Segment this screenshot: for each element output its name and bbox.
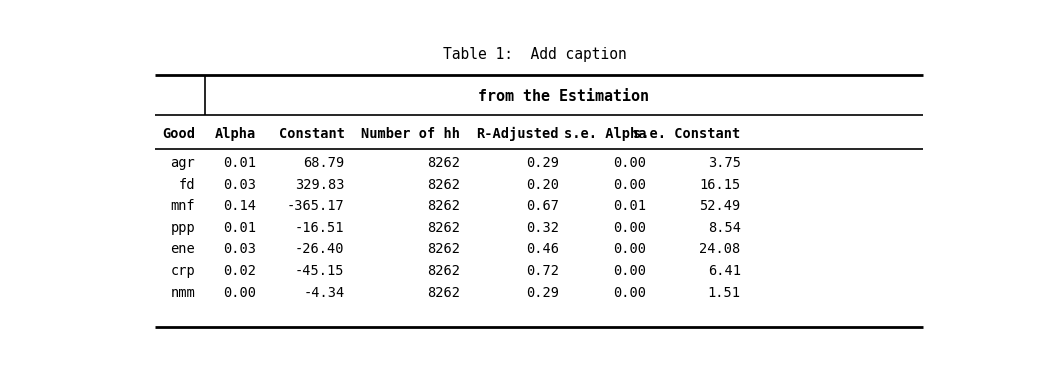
Text: -26.40: -26.40 [295,242,344,256]
Text: -16.51: -16.51 [295,221,344,235]
Text: 8262: 8262 [428,285,460,300]
Text: 24.08: 24.08 [700,242,741,256]
Text: 0.14: 0.14 [222,199,256,213]
Text: s.e. Alpha: s.e. Alpha [563,127,646,141]
Text: 8262: 8262 [428,178,460,191]
Text: 329.83: 329.83 [295,178,344,191]
Text: Constant: Constant [278,127,344,141]
Text: -4.34: -4.34 [304,285,344,300]
Text: ene: ene [170,242,195,256]
Text: 0.00: 0.00 [613,156,646,170]
Text: 8262: 8262 [428,264,460,278]
Text: 0.00: 0.00 [613,178,646,191]
Text: fd: fd [178,178,195,191]
Text: 8.54: 8.54 [707,221,741,235]
Text: 0.00: 0.00 [613,242,646,256]
Text: 0.00: 0.00 [222,285,256,300]
Text: 0.32: 0.32 [526,221,559,235]
Text: 16.15: 16.15 [700,178,741,191]
Text: 1.51: 1.51 [707,285,741,300]
Text: 68.79: 68.79 [304,156,344,170]
Text: 0.67: 0.67 [526,199,559,213]
Text: 6.41: 6.41 [707,264,741,278]
Text: 0.29: 0.29 [526,156,559,170]
Text: agr: agr [170,156,195,170]
Text: -45.15: -45.15 [295,264,344,278]
Text: nmm: nmm [170,285,195,300]
Text: 8262: 8262 [428,221,460,235]
Text: Good: Good [162,127,195,141]
Text: 0.00: 0.00 [613,285,646,300]
Text: -365.17: -365.17 [287,199,344,213]
Text: 0.00: 0.00 [613,264,646,278]
Text: Alpha: Alpha [215,127,256,141]
Text: 0.72: 0.72 [526,264,559,278]
Text: 52.49: 52.49 [700,199,741,213]
Text: R-Adjusted: R-Adjusted [477,127,559,141]
Text: s.e. Constant: s.e. Constant [633,127,741,141]
Text: 0.29: 0.29 [526,285,559,300]
Text: ppp: ppp [170,221,195,235]
Text: 0.46: 0.46 [526,242,559,256]
Text: Number of hh: Number of hh [361,127,460,141]
Text: 0.20: 0.20 [526,178,559,191]
Text: crp: crp [170,264,195,278]
Text: 0.01: 0.01 [222,221,256,235]
Text: from the Estimation: from the Estimation [478,89,649,104]
Text: 0.03: 0.03 [222,178,256,191]
Text: 0.01: 0.01 [613,199,646,213]
Text: 0.03: 0.03 [222,242,256,256]
Text: 8262: 8262 [428,242,460,256]
Text: 8262: 8262 [428,156,460,170]
Text: 8262: 8262 [428,199,460,213]
Text: 0.00: 0.00 [613,221,646,235]
Text: 3.75: 3.75 [707,156,741,170]
Text: Table 1:  Add caption: Table 1: Add caption [442,47,627,62]
Text: mnf: mnf [170,199,195,213]
Text: 0.02: 0.02 [222,264,256,278]
Text: 0.01: 0.01 [222,156,256,170]
